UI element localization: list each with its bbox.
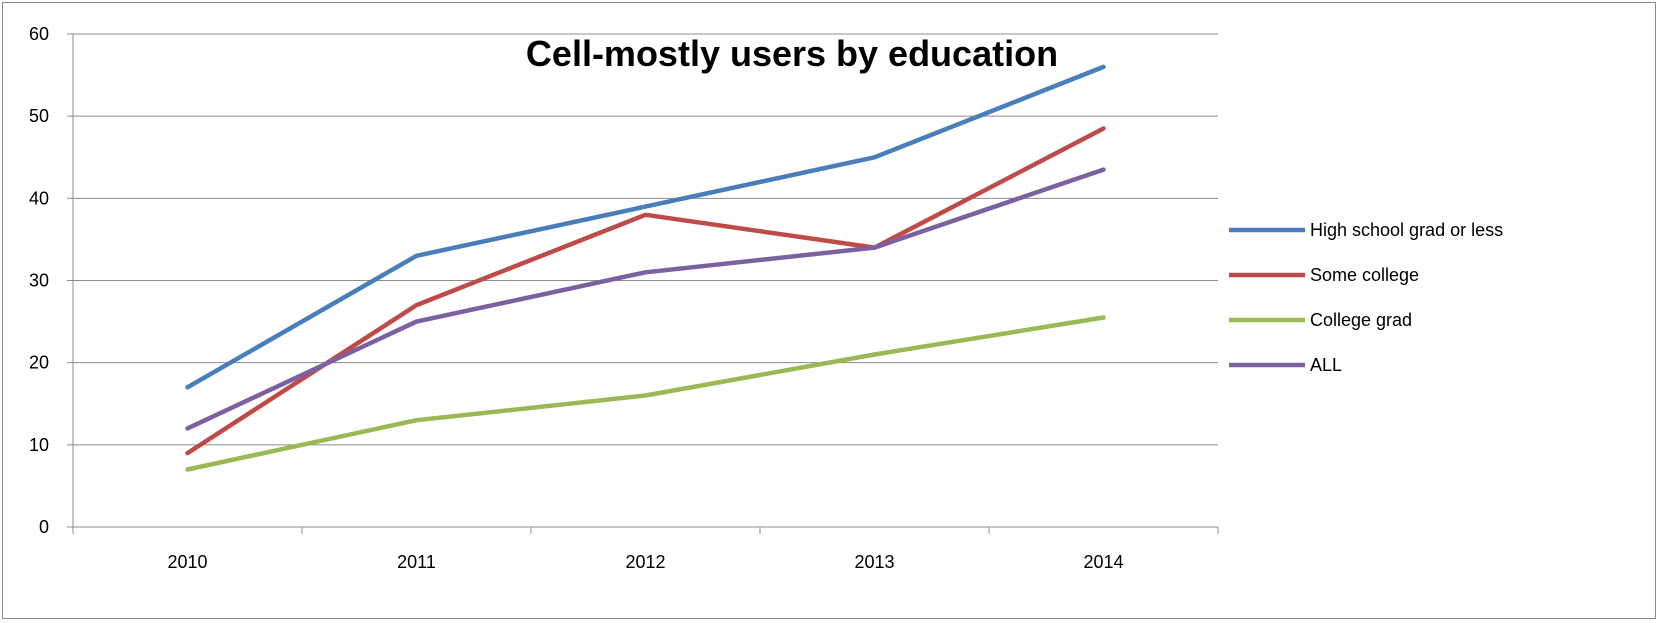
legend-label: ALL [1310,355,1342,375]
x-tick-label: 2014 [1083,552,1123,572]
x-tick-label: 2012 [625,552,665,572]
legend: High school grad or less Some college Coll… [1229,220,1503,375]
legend-label: High school grad or less [1310,220,1503,240]
y-tick-label: 20 [29,353,49,373]
series-line [185,315,1106,472]
axes: 0 10 20 30 40 50 60 2010 2011 2012 2013 2014 [29,24,1219,572]
legend-label: College grad [1310,310,1412,330]
x-tick-label: 2011 [397,552,436,572]
y-tick-label: 40 [29,188,49,208]
y-tick-label: 0 [39,517,49,537]
x-tick-label: 2010 [167,552,207,572]
chart-title: Cell-mostly users by education [526,33,1058,74]
y-tick-label: 10 [29,435,49,455]
x-tick-label: 2013 [854,552,894,572]
y-tick-label: 60 [29,24,49,44]
series-line [185,167,1106,431]
series-line [185,64,1106,390]
legend-label: Some college [1310,265,1419,285]
y-tick-label: 50 [29,106,49,126]
gridlines [73,33,1218,446]
y-tick-label: 30 [29,271,49,291]
series-line [185,126,1106,456]
series-lines [185,64,1106,472]
